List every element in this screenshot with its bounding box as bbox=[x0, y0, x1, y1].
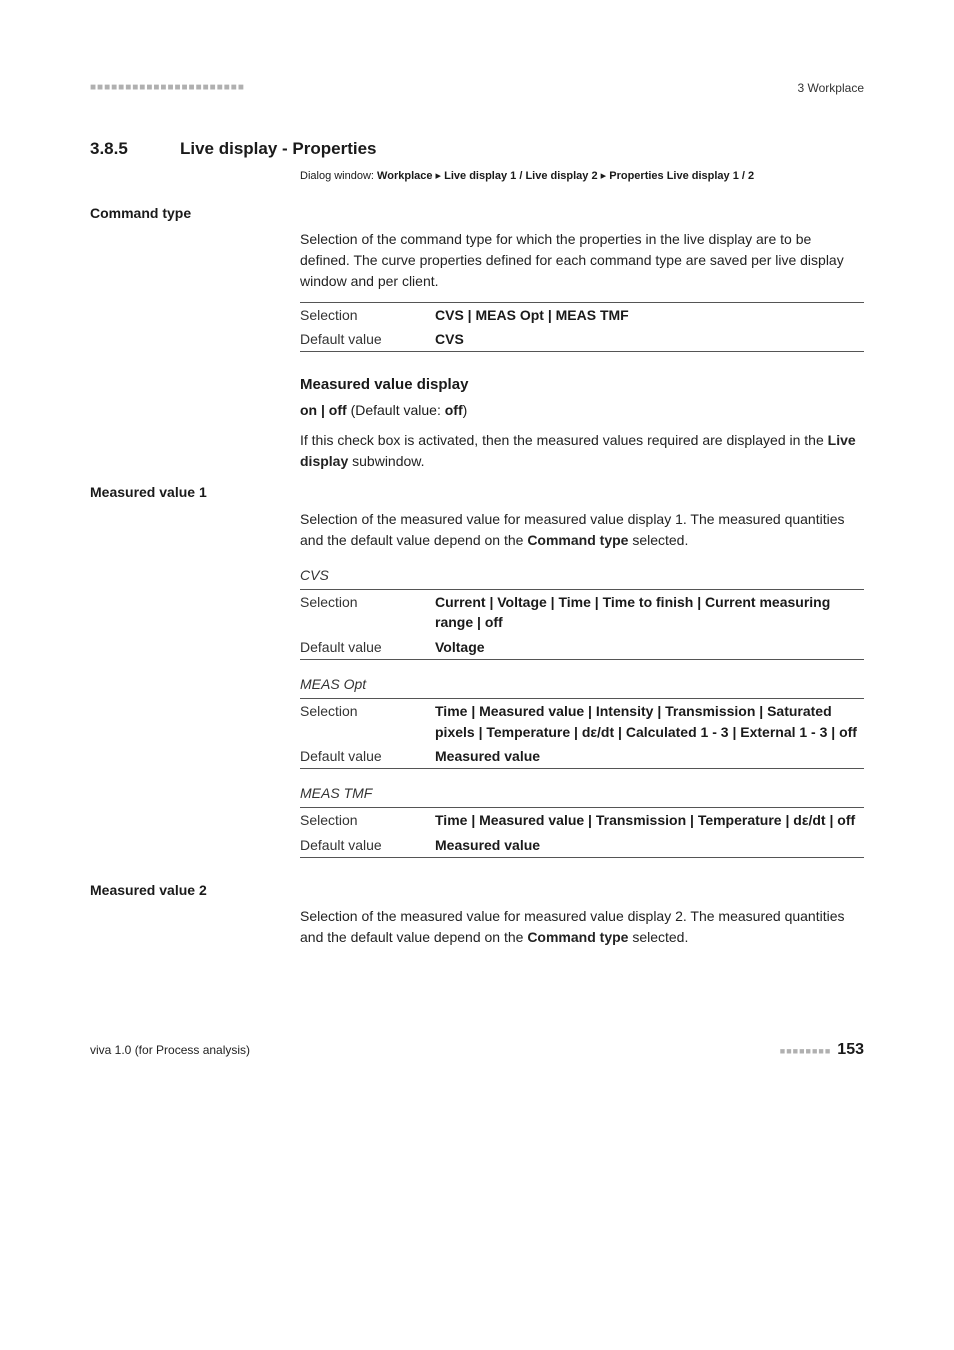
mv1-tmf-def-key: Default value bbox=[300, 833, 435, 857]
mv1-opt-sel-val: Time | Measured value | Intensity | Tran… bbox=[435, 699, 864, 744]
mv1-opt-heading: MEAS Opt bbox=[300, 674, 864, 694]
mv1-desc-c: selected. bbox=[628, 532, 688, 548]
page-footer: viva 1.0 (for Process analysis) ■■■■■■■■… bbox=[90, 1038, 864, 1061]
footer-left: viva 1.0 (for Process analysis) bbox=[90, 1042, 250, 1059]
footer-dots: ■■■■■■■■ bbox=[780, 1046, 832, 1056]
mvd-desc-c: subwindow. bbox=[348, 453, 424, 469]
mv1-desc: Selection of the measured value for meas… bbox=[300, 509, 864, 551]
ct-selection-key: Selection bbox=[300, 303, 435, 327]
mv1-cvs-def-key: Default value bbox=[300, 635, 435, 659]
dialog-prefix: Dialog window: bbox=[300, 170, 377, 182]
mv1-tmf-sel-val: Time | Measured value | Transmission | T… bbox=[435, 808, 864, 832]
command-type-desc: Selection of the command type for which … bbox=[300, 229, 864, 292]
command-type-block: Command type Selection of the command ty… bbox=[90, 203, 864, 353]
mv1-tmf-heading: MEAS TMF bbox=[300, 783, 864, 803]
mv2-label: Measured value 2 bbox=[90, 880, 864, 900]
mv2-block: Measured value 2 Selection of the measur… bbox=[90, 880, 864, 948]
mv2-desc: Selection of the measured value for meas… bbox=[300, 906, 864, 948]
mv2-desc-c: selected. bbox=[628, 929, 688, 945]
mv1-opt-def-key: Default value bbox=[300, 744, 435, 768]
mv1-tmf-table: Selection Time | Measured value | Transm… bbox=[300, 807, 864, 858]
mv1-cvs-heading: CVS bbox=[300, 565, 864, 585]
mv2-desc-b: Command type bbox=[527, 929, 628, 945]
mv1-tmf-def-val: Measured value bbox=[435, 833, 864, 857]
command-type-table: Selection CVS | MEAS Opt | MEAS TMF Defa… bbox=[300, 302, 864, 353]
section-heading: 3.8.5 Live display - Properties bbox=[90, 137, 864, 162]
section-number: 3.8.5 bbox=[90, 137, 180, 162]
mvd-desc: If this check box is activated, then the… bbox=[300, 430, 864, 472]
dialog-sep-2: ▸ bbox=[598, 170, 610, 182]
mvd-heading: Measured value display bbox=[300, 374, 864, 396]
footer-right: ■■■■■■■■ 153 bbox=[780, 1038, 864, 1061]
mv1-block: Measured value 1 Selection of the measur… bbox=[90, 482, 864, 858]
section-title: Live display - Properties bbox=[180, 137, 377, 162]
mv1-cvs-sel-key: Selection bbox=[300, 590, 435, 635]
ct-default-val: CVS bbox=[435, 327, 864, 351]
mv1-opt-sel-key: Selection bbox=[300, 699, 435, 744]
mvd-onoff-tail: ) bbox=[463, 402, 468, 418]
mv1-cvs-def-val: Voltage bbox=[435, 635, 864, 659]
header-dots: ■■■■■■■■■■■■■■■■■■■■■■ bbox=[90, 81, 245, 96]
footer-page-number: 153 bbox=[837, 1041, 864, 1058]
mvd-onoff: on | off (Default value: off) bbox=[300, 400, 864, 420]
dialog-path: Dialog window: Workplace ▸ Live display … bbox=[300, 168, 864, 185]
page-header: ■■■■■■■■■■■■■■■■■■■■■■ 3 Workplace bbox=[90, 80, 864, 97]
mv1-cvs-sel-val: Current | Voltage | Time | Time to finis… bbox=[435, 590, 864, 635]
mv1-tmf-sel-key: Selection bbox=[300, 808, 435, 832]
dialog-part-1: Workplace bbox=[377, 170, 432, 182]
mv1-opt-table: Selection Time | Measured value | Intens… bbox=[300, 698, 864, 769]
mv1-cvs-table: Selection Current | Voltage | Time | Tim… bbox=[300, 589, 864, 660]
mv1-label: Measured value 1 bbox=[90, 482, 864, 502]
dialog-sep-1: ▸ bbox=[432, 170, 444, 182]
header-chapter: 3 Workplace bbox=[798, 80, 864, 97]
mvd-onoff-mid: (Default value: bbox=[347, 402, 445, 418]
ct-default-key: Default value bbox=[300, 327, 435, 351]
mvd-onoff-opts: on | off bbox=[300, 402, 347, 418]
ct-selection-val: CVS | MEAS Opt | MEAS TMF bbox=[435, 303, 864, 327]
command-type-label: Command type bbox=[90, 203, 864, 223]
mvd-onoff-default: off bbox=[445, 402, 463, 418]
mv1-opt-def-val: Measured value bbox=[435, 744, 864, 768]
dialog-part-3: Properties Live display 1 / 2 bbox=[609, 170, 754, 182]
dialog-part-2: Live display 1 / Live display 2 bbox=[444, 170, 597, 182]
mvd-desc-a: If this check box is activated, then the… bbox=[300, 432, 828, 448]
mv1-desc-b: Command type bbox=[527, 532, 628, 548]
